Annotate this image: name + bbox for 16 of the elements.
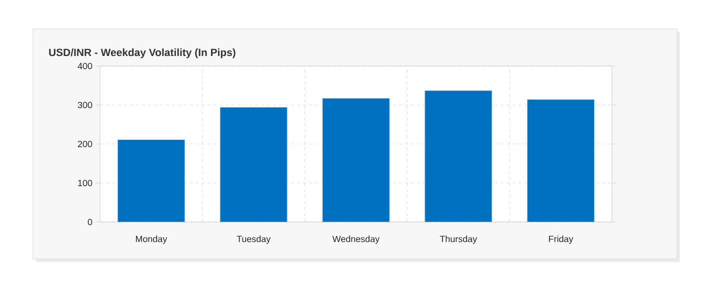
y-tick-label: 300 [78, 102, 92, 108]
bar [322, 98, 390, 222]
bar [424, 90, 492, 222]
y-tick-label: 400 [78, 62, 92, 70]
x-tick-label: Wednesday [332, 236, 380, 244]
y-tick-label: 200 [78, 140, 92, 148]
x-tick-label: Tuesday [236, 236, 271, 244]
y-tick-label: 0 [88, 218, 92, 226]
chart-title: USD/INR - Weekday Volatility (In Pips) [49, 48, 236, 58]
x-tick-label: Monday [136, 236, 168, 244]
y-tick-label: 100 [78, 180, 92, 186]
x-tick-label: Friday [549, 236, 574, 244]
bar [220, 107, 288, 222]
bar [527, 99, 595, 222]
bar [118, 140, 185, 222]
x-tick-label: Thursday [440, 236, 478, 244]
